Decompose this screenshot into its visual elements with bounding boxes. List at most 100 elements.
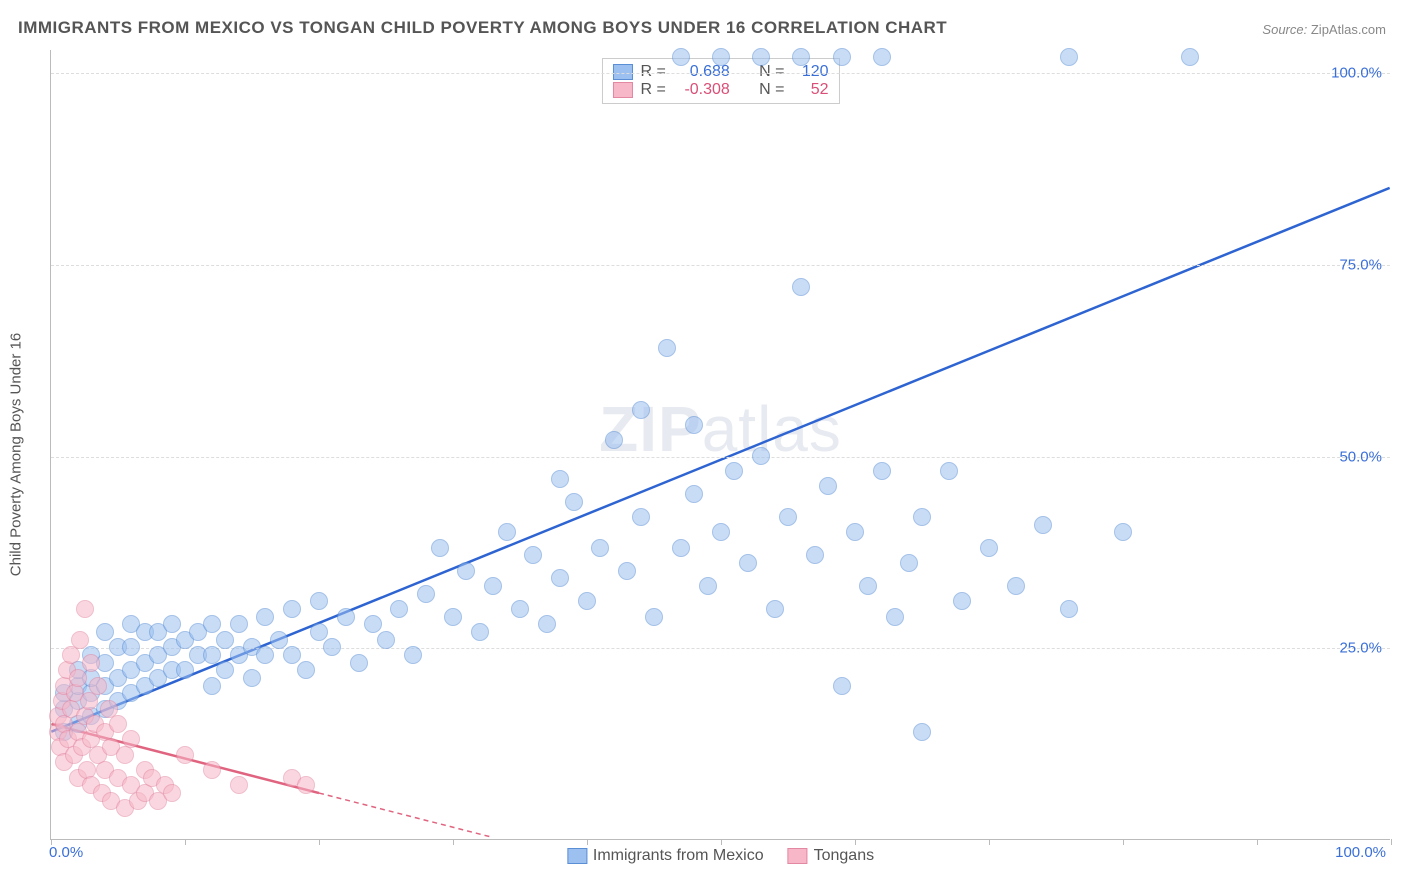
- gridline: [51, 73, 1390, 74]
- n-label: N =: [759, 63, 784, 81]
- scatter-point: [109, 715, 127, 733]
- scatter-point: [80, 692, 98, 710]
- scatter-point: [96, 623, 114, 641]
- x-tick: [453, 839, 454, 845]
- scatter-point: [176, 661, 194, 679]
- chart-title: IMMIGRANTS FROM MEXICO VS TONGAN CHILD P…: [18, 18, 947, 38]
- scatter-point: [122, 730, 140, 748]
- scatter-point: [404, 646, 422, 664]
- scatter-point: [256, 646, 274, 664]
- scatter-point: [283, 646, 301, 664]
- scatter-point: [913, 723, 931, 741]
- scatter-point: [806, 546, 824, 564]
- series-legend: Immigrants from Mexico Tongans: [567, 847, 874, 865]
- scatter-point: [886, 608, 904, 626]
- y-tick-label: 100.0%: [1331, 65, 1382, 82]
- x-tick: [855, 839, 856, 845]
- regression-lines: [51, 50, 1390, 839]
- regression-line: [319, 793, 493, 837]
- scatter-point: [350, 654, 368, 672]
- y-tick-label: 50.0%: [1339, 448, 1382, 465]
- gridline: [51, 457, 1390, 458]
- scatter-point: [310, 592, 328, 610]
- legend-row-series-1: R = -0.308 N = 52: [612, 81, 828, 99]
- scatter-point: [364, 615, 382, 633]
- scatter-point: [511, 600, 529, 618]
- scatter-point: [243, 669, 261, 687]
- x-tick: [319, 839, 320, 845]
- scatter-point: [538, 615, 556, 633]
- n-value-1: 52: [793, 81, 829, 99]
- scatter-point: [940, 462, 958, 480]
- x-tick: [51, 839, 52, 845]
- r-label: R =: [640, 63, 665, 81]
- scatter-point: [685, 485, 703, 503]
- scatter-point: [658, 339, 676, 357]
- x-tick: [1391, 839, 1392, 845]
- scatter-point: [752, 48, 770, 66]
- scatter-point: [712, 523, 730, 541]
- scatter-point: [390, 600, 408, 618]
- scatter-point: [471, 623, 489, 641]
- scatter-point: [900, 554, 918, 572]
- legend-label-0: Immigrants from Mexico: [593, 847, 764, 865]
- legend-row-series-0: R = 0.688 N = 120: [612, 63, 828, 81]
- scatter-point: [457, 562, 475, 580]
- n-value-0: 120: [793, 63, 829, 81]
- scatter-point: [578, 592, 596, 610]
- y-axis-label: Child Poverty Among Boys Under 16: [8, 333, 25, 576]
- scatter-point: [833, 48, 851, 66]
- scatter-point: [216, 631, 234, 649]
- scatter-point: [739, 554, 757, 572]
- legend-item-0: Immigrants from Mexico: [567, 847, 764, 865]
- scatter-point: [337, 608, 355, 626]
- scatter-point: [672, 539, 690, 557]
- scatter-point: [256, 608, 274, 626]
- scatter-point: [685, 416, 703, 434]
- scatter-point: [89, 677, 107, 695]
- scatter-point: [1181, 48, 1199, 66]
- scatter-point: [846, 523, 864, 541]
- scatter-point: [297, 776, 315, 794]
- scatter-point: [484, 577, 502, 595]
- r-value-1: -0.308: [674, 81, 730, 99]
- scatter-point: [1060, 600, 1078, 618]
- scatter-point: [323, 638, 341, 656]
- scatter-point: [377, 631, 395, 649]
- scatter-point: [766, 600, 784, 618]
- scatter-point: [116, 746, 134, 764]
- scatter-point: [69, 669, 87, 687]
- scatter-point: [591, 539, 609, 557]
- scatter-point: [1034, 516, 1052, 534]
- gridline: [51, 265, 1390, 266]
- x-axis-max: 100.0%: [1335, 844, 1386, 861]
- scatter-point: [699, 577, 717, 595]
- x-axis-origin: 0.0%: [49, 844, 83, 861]
- x-tick: [721, 839, 722, 845]
- r-label: R =: [640, 81, 665, 99]
- scatter-point: [873, 48, 891, 66]
- scatter-point: [953, 592, 971, 610]
- source-label: Source:: [1262, 22, 1307, 37]
- scatter-point: [632, 401, 650, 419]
- scatter-point: [672, 48, 690, 66]
- scatter-point: [216, 661, 234, 679]
- scatter-point: [873, 462, 891, 480]
- scatter-point: [82, 654, 100, 672]
- scatter-point: [913, 508, 931, 526]
- scatter-point: [819, 477, 837, 495]
- scatter-point: [230, 615, 248, 633]
- x-tick: [1257, 839, 1258, 845]
- x-tick: [1123, 839, 1124, 845]
- scatter-point: [76, 600, 94, 618]
- scatter-point: [62, 646, 80, 664]
- legend-swatch-tongans: [788, 848, 808, 864]
- scatter-point: [163, 615, 181, 633]
- source-value: ZipAtlas.com: [1311, 22, 1386, 37]
- scatter-point: [203, 615, 221, 633]
- y-tick-label: 75.0%: [1339, 256, 1382, 273]
- scatter-point: [1114, 523, 1132, 541]
- r-value-0: 0.688: [674, 63, 730, 81]
- scatter-point: [551, 470, 569, 488]
- scatter-point: [725, 462, 743, 480]
